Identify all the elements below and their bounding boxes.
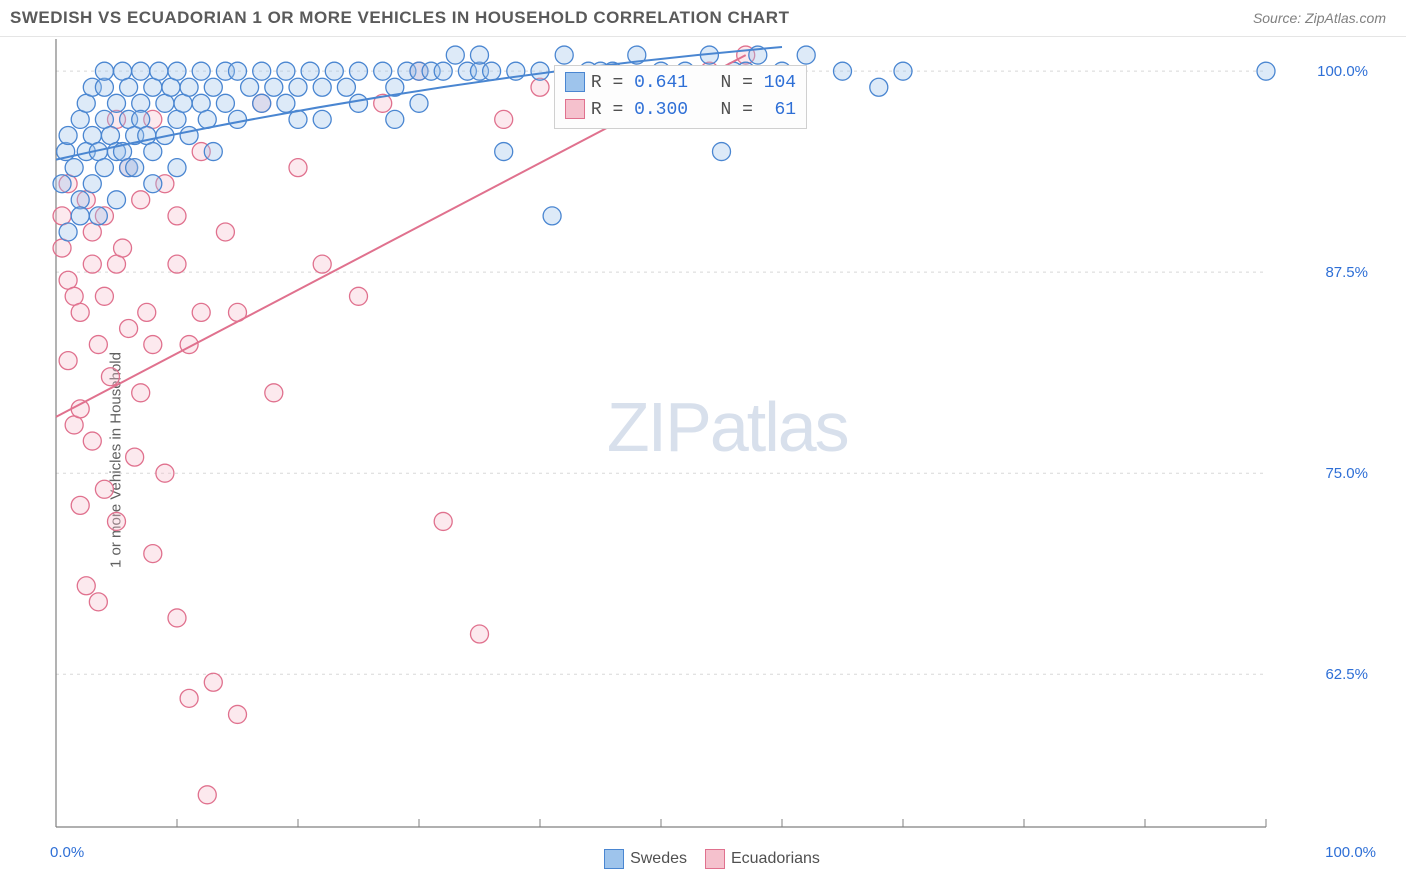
scatter-svg: 62.5% 75.0% 87.5% 100.0%: [50, 37, 1376, 833]
legend-swatch: [604, 849, 624, 869]
chart-area: 1 or more Vehicles in Household 62.5%75.…: [0, 37, 1406, 883]
svg-text:100.0%: 100.0%: [1317, 63, 1368, 80]
plot-region: 62.5%75.0%87.5%100.0% ZIPatlas R = 0.641…: [50, 37, 1376, 833]
legend-stats-box: R = 0.641 N = 104R = 0.300 N = 61: [554, 65, 807, 129]
legend-label: Swedes: [630, 850, 687, 867]
legend-stats-row: R = 0.641 N = 104: [565, 70, 796, 97]
svg-text:62.5%: 62.5%: [1325, 666, 1368, 683]
svg-text:87.5%: 87.5%: [1325, 264, 1368, 281]
svg-text:75.0%: 75.0%: [1325, 465, 1368, 482]
legend-bottom: Swedes Ecuadorians: [0, 849, 1406, 869]
source-label: Source: ZipAtlas.com: [1253, 10, 1386, 26]
chart-title: SWEDISH VS ECUADORIAN 1 OR MORE VEHICLES…: [10, 8, 789, 28]
legend-swatch: [705, 849, 725, 869]
legend-label: Ecuadorians: [731, 850, 820, 867]
legend-stats-row: R = 0.300 N = 61: [565, 97, 796, 124]
